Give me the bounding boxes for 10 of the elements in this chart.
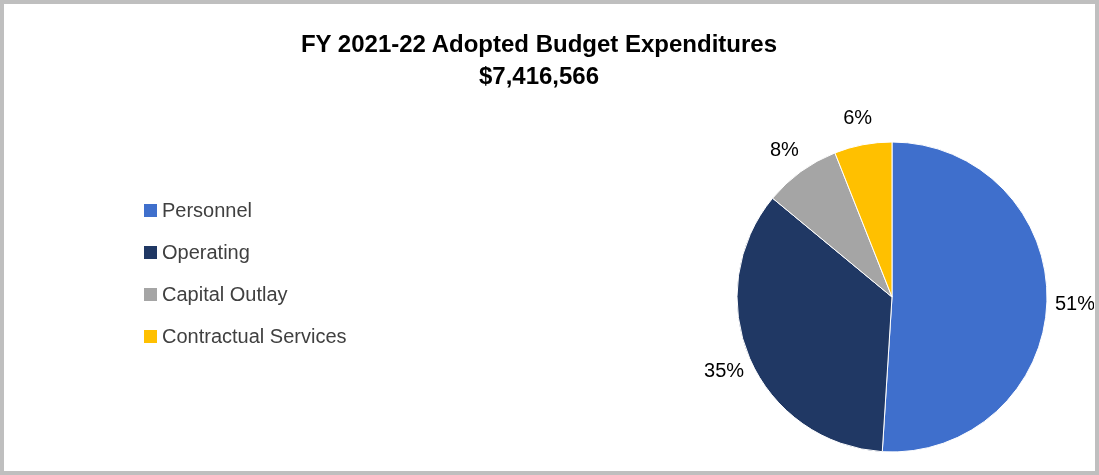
chart-title: FY 2021-22 Adopted Budget Expenditures	[299, 29, 779, 59]
data-label: 35%	[704, 358, 745, 381]
legend-label: Capital Outlay	[162, 282, 288, 306]
chart-subtitle: $7,416,566	[477, 61, 601, 91]
legend-label: Contractual Services	[162, 324, 347, 348]
legend-label: Personnel	[162, 198, 253, 222]
data-label: 6%	[843, 106, 873, 129]
data-label: 8%	[769, 137, 800, 160]
legend-label: Operating	[162, 240, 250, 264]
data-label: 51%	[1054, 291, 1096, 314]
